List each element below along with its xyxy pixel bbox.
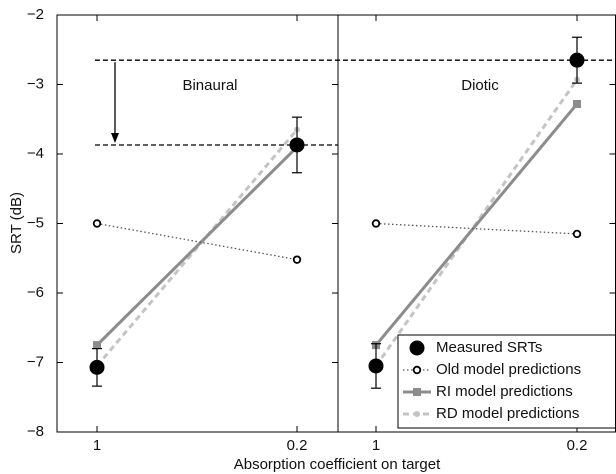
series-line bbox=[96, 222, 298, 261]
point bbox=[573, 99, 581, 108]
series-line bbox=[95, 145, 299, 347]
legend-label: Measured SRTs bbox=[436, 339, 542, 356]
y-tick-label: −6 bbox=[27, 284, 44, 301]
legend-marker bbox=[412, 365, 422, 375]
x-tick-label: 1 bbox=[372, 437, 380, 454]
legend-marker bbox=[413, 388, 421, 396]
legend-marker bbox=[409, 340, 425, 356]
y-tick-label: −3 bbox=[27, 75, 44, 92]
legend-label: RI model predictions bbox=[436, 383, 573, 400]
point bbox=[92, 219, 102, 228]
x-tick-label: 0.2 bbox=[567, 437, 588, 454]
y-tick-label: −7 bbox=[27, 353, 44, 370]
point bbox=[368, 358, 384, 374]
x-tick-label: 1 bbox=[93, 437, 101, 454]
x-axis-label: Absorption coefficient on target bbox=[234, 456, 441, 473]
series-line bbox=[375, 222, 578, 235]
panel-title: Diotic bbox=[461, 77, 499, 94]
legend-marker bbox=[414, 411, 420, 417]
arrow-head bbox=[111, 132, 119, 143]
point bbox=[569, 52, 585, 68]
point bbox=[93, 341, 101, 350]
legend-label: RD model predictions bbox=[436, 405, 579, 422]
point bbox=[289, 137, 305, 153]
legend-label: Old model predictions bbox=[436, 361, 581, 378]
y-tick-label: −8 bbox=[27, 423, 44, 440]
series-line bbox=[374, 102, 579, 347]
point bbox=[371, 219, 381, 228]
legend-box bbox=[397, 334, 616, 429]
point bbox=[572, 229, 582, 239]
y-tick-label: −2 bbox=[27, 6, 44, 23]
panel-title: Binaural bbox=[182, 77, 237, 94]
y-tick-label: −5 bbox=[27, 214, 44, 231]
x-tick-label: 0.2 bbox=[287, 437, 308, 454]
y-axis-label: SRT (dB) bbox=[8, 192, 25, 254]
point bbox=[292, 255, 302, 264]
y-tick-label: −4 bbox=[27, 145, 44, 162]
point bbox=[89, 359, 105, 375]
